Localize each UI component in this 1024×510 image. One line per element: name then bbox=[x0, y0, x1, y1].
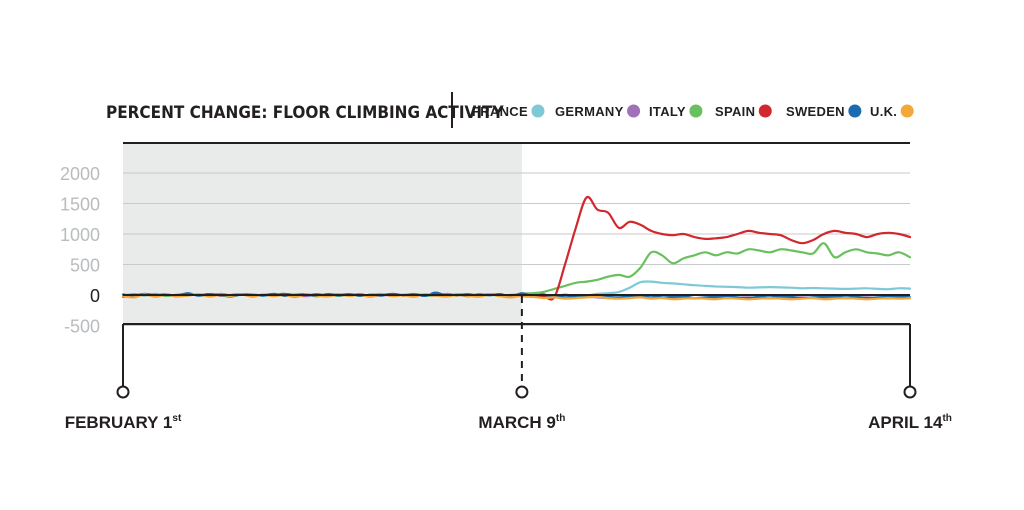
legend-label: GERMANY bbox=[555, 104, 624, 119]
y-tick-label: 1500 bbox=[60, 195, 100, 215]
y-tick-label: 1000 bbox=[60, 225, 100, 245]
y-tick-label: -500 bbox=[64, 317, 100, 337]
y-tick-label: 0 bbox=[90, 286, 100, 306]
date-label: MARCH 9th bbox=[478, 413, 565, 432]
legend-item: SPAIN bbox=[715, 104, 772, 119]
date-label: APRIL 14th bbox=[868, 413, 952, 432]
legend-label: SWEDEN bbox=[786, 104, 845, 119]
legend: FRANCE GERMANY ITALY SPAIN SWEDEN U.K. bbox=[472, 104, 914, 119]
y-axis: 2000 1500 1000 500 0 -500 bbox=[60, 164, 100, 337]
legend-item: SWEDEN bbox=[786, 104, 862, 119]
date-marker-circle bbox=[515, 385, 529, 399]
legend-swatch bbox=[689, 104, 703, 118]
date-label: FEBRUARY 1st bbox=[65, 413, 182, 432]
date-marker-circle bbox=[116, 385, 130, 399]
legend-swatch bbox=[848, 104, 862, 118]
timeline: FEBRUARY 1st MARCH 9th APRIL 14th bbox=[65, 296, 952, 432]
plot-area bbox=[121, 142, 912, 326]
y-tick-label: 2000 bbox=[60, 164, 100, 184]
legend-swatch bbox=[758, 104, 772, 118]
date-marker-circle bbox=[903, 385, 917, 399]
chart-title: PERCENT CHANGE: FLOOR CLIMBING ACTIVITY bbox=[106, 103, 504, 123]
legend-label: SPAIN bbox=[715, 104, 755, 119]
series-line-uk bbox=[121, 292, 912, 301]
y-tick-label: 500 bbox=[70, 256, 100, 276]
legend-item: FRANCE bbox=[472, 104, 545, 119]
legend-item: ITALY bbox=[649, 104, 703, 119]
legend-swatch bbox=[627, 104, 641, 118]
legend-item: U.K. bbox=[870, 104, 914, 119]
header: PERCENT CHANGE: FLOOR CLIMBING ACTIVITY … bbox=[106, 92, 914, 128]
legend-swatch bbox=[531, 104, 545, 118]
legend-swatch bbox=[900, 104, 914, 118]
legend-item: GERMANY bbox=[555, 104, 641, 119]
legend-label: ITALY bbox=[649, 104, 686, 119]
legend-label: FRANCE bbox=[472, 104, 528, 119]
legend-label: U.K. bbox=[870, 104, 897, 119]
